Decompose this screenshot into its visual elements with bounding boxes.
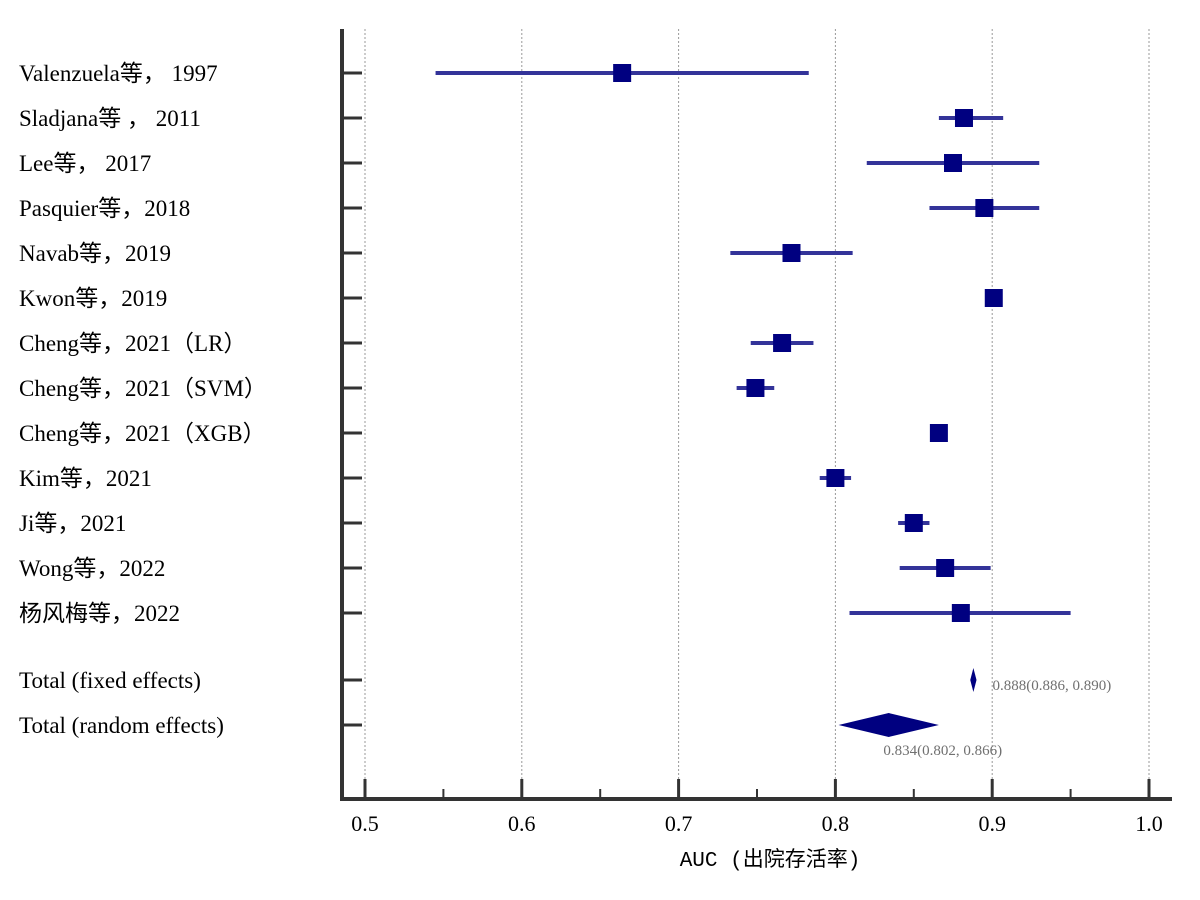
summary-diamond [838, 713, 939, 737]
axes: 0.5 0.6 0.7 0.8 0.9 1.0 [340, 29, 1172, 836]
point-estimate-marker [746, 379, 765, 397]
summary-label: Total (fixed effects) [19, 668, 201, 693]
study-label: Kim等，2021 [19, 466, 152, 491]
study-label: Pasquier等，2018 [19, 196, 190, 221]
point-estimate-marker [951, 604, 970, 622]
point-estimate-marker [944, 154, 962, 172]
x-tick-label-0.7: 0.7 [665, 811, 693, 836]
point-estimate-marker [936, 559, 955, 577]
summary-marks: 0.888(0.886, 0.890) 0.834(0.802, 0.866) [838, 668, 1112, 759]
x-tick-label-0.9: 0.9 [978, 811, 1006, 836]
study-label: 杨风梅等，2022 [19, 601, 180, 626]
x-tick-label-1.0: 1.0 [1135, 811, 1163, 836]
point-estimate-marker [773, 334, 792, 352]
x-tick-label-0.8: 0.8 [822, 811, 850, 836]
point-estimate-marker [613, 64, 632, 82]
study-label: Cheng等，2021（XGB） [19, 421, 266, 446]
data-marks [435, 64, 1071, 622]
x-axis-title: AUC (出院存活率) [680, 848, 861, 873]
study-label: Navab等，2019 [19, 241, 171, 266]
point-estimate-marker [975, 199, 994, 217]
study-label: Ji等，2021 [19, 511, 126, 536]
summary-value-text: 0.888(0.886, 0.890) [993, 678, 1112, 694]
study-label: Kwon等，2019 [19, 286, 167, 311]
study-labels: Valenzuela等， 1997 Sladjana等 ， 2011 Lee等， 2… [19, 61, 267, 738]
study-label: Wong等，2022 [19, 556, 165, 581]
study-label: Valenzuela等， 1997 [19, 61, 218, 86]
point-estimate-marker [782, 244, 801, 262]
summary-diamond [970, 668, 977, 692]
summary-label: Total (random effects) [19, 713, 224, 738]
point-estimate-marker [954, 109, 973, 127]
study-label: Cheng等，2021（SVM） [19, 376, 267, 401]
point-estimate-marker [904, 514, 923, 532]
gridlines [364, 29, 1150, 799]
study-label: Lee等， 2017 [19, 151, 151, 176]
study-label: Sladjana等 ， 2011 [19, 106, 201, 131]
x-tick-label-0.5: 0.5 [351, 811, 379, 836]
summary-value-text: 0.834(0.802, 0.866) [883, 743, 1002, 759]
point-estimate-marker [826, 469, 845, 487]
study-label: Cheng等，2021（LR） [19, 331, 246, 356]
x-tick-label-0.6: 0.6 [508, 811, 536, 836]
point-estimate-marker [929, 424, 948, 442]
point-estimate-marker [984, 289, 1003, 307]
